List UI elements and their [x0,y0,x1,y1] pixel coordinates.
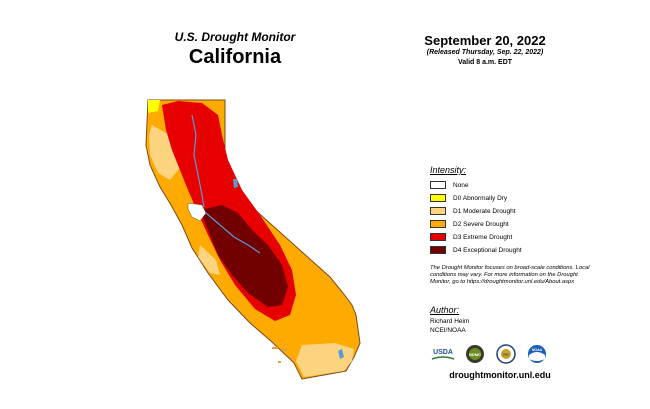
salton-sea-water [338,349,344,359]
lake-tahoe-water [233,179,238,188]
legend-swatch [430,207,446,215]
legend-swatch [430,246,446,254]
site-url-link[interactable]: droughtmonitor.unl.edu [449,370,551,380]
d4-exceptional-drought [200,205,288,307]
d1-southern-california [296,343,354,377]
release-date: (Released Thursday, Sep. 22, 2022) [426,49,544,56]
d1-central-coast [198,245,220,275]
sacramento-river [191,114,205,208]
legend-label: D1 Moderate Drought [453,207,516,215]
legend-label: D4 Exceptional Drought [453,246,522,254]
svg-text:USDA: USDA [433,349,453,356]
channel-islands [272,347,294,363]
monitor-title: U.S. Drought Monitor [174,30,296,44]
legend-item-d0: D0 Abnormally Dry [430,193,507,203]
author-org: NCEI/NOAA [430,327,466,334]
bay-area-water [187,202,207,222]
ndmc-logo: NDMC [466,345,484,363]
commerce-seal-logo: DOC [496,344,516,364]
legend-swatch [430,194,446,202]
svg-text:DOC: DOC [503,353,511,357]
legend-swatch [430,181,446,189]
drought-monitor-note: The Drought Monitor focuses on broad-sca… [430,265,590,285]
author-name: Richard Heim [430,318,470,325]
legend-item-d1: D1 Moderate Drought [430,206,516,216]
usda-logo: USDA [431,345,455,360]
legend-item-d3: D3 Extreme Drought [430,232,512,242]
legend-label: D3 Extreme Drought [453,233,513,241]
d0-north-corner [148,100,160,113]
legend-title: Intensity: [430,165,467,175]
map-date: September 20, 2022 [424,33,546,48]
legend-item-d4: D4 Exceptional Drought [430,245,522,255]
san-joaquin-river [205,212,261,254]
legend-item-d2: D2 Severe Drought [430,219,509,229]
valid-time: Valid 8 a.m. EDT [457,59,513,66]
legend-label: None [453,181,469,189]
noaa-logo: NOAA [528,345,546,363]
california-drought-map [145,99,361,380]
legend-swatch [430,220,446,228]
svg-text:NDMC: NDMC [469,352,481,357]
author-title: Author: [430,305,460,315]
legend-item-none: None [430,180,469,190]
legend-label: D0 Abnormally Dry [453,194,508,202]
agency-logos: USDA NDMC DOC NOAA [431,344,546,364]
svg-text:NOAA: NOAA [532,348,543,352]
legend-label: D2 Severe Drought [453,220,509,228]
state-title: California [188,46,282,68]
legend-swatch [430,233,446,241]
